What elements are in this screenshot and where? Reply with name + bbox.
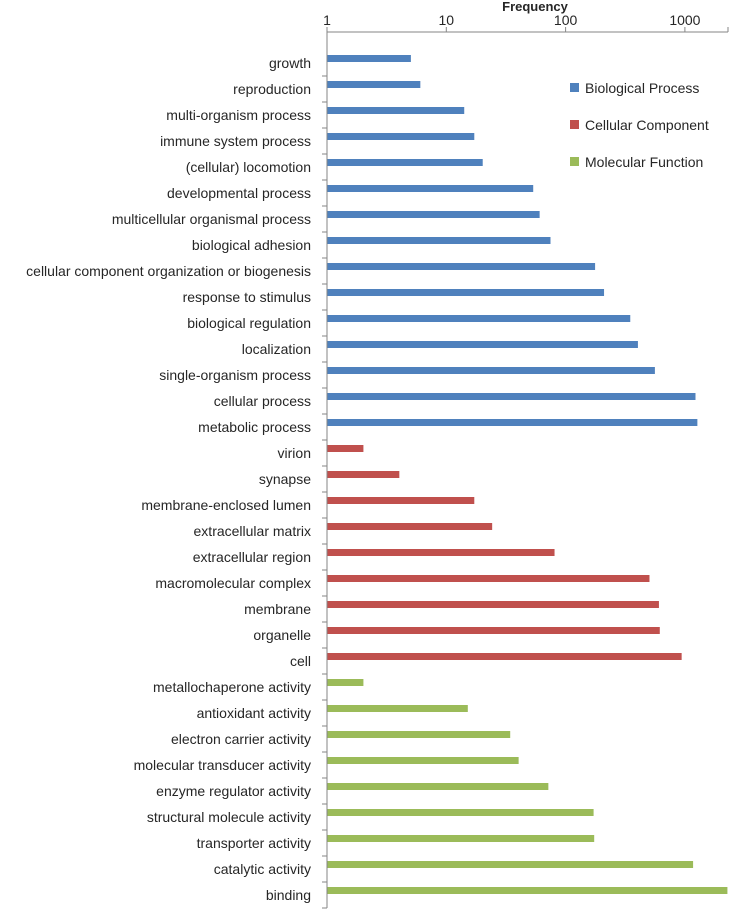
legend-swatch xyxy=(570,157,579,166)
bar xyxy=(327,289,605,296)
category-label: macromolecular complex xyxy=(155,575,311,591)
bar xyxy=(327,393,696,400)
category-label: growth xyxy=(269,55,311,71)
bar xyxy=(327,861,694,868)
bar xyxy=(327,341,638,348)
category-label: antioxidant activity xyxy=(197,705,311,721)
category-label: transporter activity xyxy=(197,835,311,851)
bar xyxy=(327,185,534,192)
category-label: single-organism process xyxy=(159,367,311,383)
category-label: enzyme regulator activity xyxy=(156,783,311,799)
legend-label: Molecular Function xyxy=(585,154,703,170)
bar xyxy=(327,523,493,530)
bar xyxy=(327,367,655,374)
plot-area xyxy=(327,55,728,894)
category-label: virion xyxy=(278,445,311,461)
category-label: cellular process xyxy=(214,393,311,409)
bar xyxy=(327,887,728,894)
x-axis-title: Frequency xyxy=(502,0,569,14)
category-label: reproduction xyxy=(233,81,311,97)
category-label: cellular component organization or bioge… xyxy=(26,263,311,279)
category-label: extracellular region xyxy=(193,549,311,565)
x-tick-label: 1000 xyxy=(669,12,700,28)
category-label: localization xyxy=(242,341,311,357)
bar xyxy=(327,445,364,452)
bar xyxy=(327,471,400,478)
category-label: synapse xyxy=(259,471,311,487)
x-tick-label: 10 xyxy=(439,12,455,28)
bar xyxy=(327,263,596,270)
category-label: membrane-enclosed lumen xyxy=(141,497,311,513)
legend-swatch xyxy=(570,83,579,92)
bar xyxy=(327,757,519,764)
category-label: biological adhesion xyxy=(192,237,311,253)
x-tick-label: 100 xyxy=(554,12,578,28)
category-label: organelle xyxy=(253,627,311,643)
x-axis-ticks: 1 10 100 1000 xyxy=(323,12,729,32)
category-label: structural molecule activity xyxy=(147,809,311,825)
category-label: immune system process xyxy=(160,133,311,149)
category-label: metallochaperone activity xyxy=(153,679,311,695)
bar xyxy=(327,55,411,62)
category-label: membrane xyxy=(244,601,311,617)
category-label: response to stimulus xyxy=(183,289,311,305)
bar xyxy=(327,653,682,660)
legend-label: Cellular Component xyxy=(585,117,709,133)
bar xyxy=(327,497,475,504)
bar xyxy=(327,107,465,114)
bar xyxy=(327,81,421,88)
bar xyxy=(327,133,475,140)
legend-swatch xyxy=(570,120,579,129)
bar xyxy=(327,679,364,686)
legend-label: Biological Process xyxy=(585,80,699,96)
bar xyxy=(327,835,595,842)
bar xyxy=(327,627,660,634)
bar xyxy=(327,731,511,738)
category-label: developmental process xyxy=(167,185,311,201)
bar xyxy=(327,211,540,218)
category-label: multi-organism process xyxy=(166,107,311,123)
category-label: cell xyxy=(290,653,311,669)
category-labels: growth reproduction multi-organism process… xyxy=(26,55,327,909)
legend: Biological Process Cellular Component Mole… xyxy=(570,80,709,170)
bar xyxy=(327,783,549,790)
category-label: molecular transducer activity xyxy=(134,757,311,773)
category-label: binding xyxy=(266,887,311,903)
category-label: multicellular organismal process xyxy=(112,211,311,227)
category-label: (cellular) locomotion xyxy=(186,159,311,175)
bar xyxy=(327,237,551,244)
bar xyxy=(327,809,594,816)
bar xyxy=(327,575,650,582)
bar xyxy=(327,159,483,166)
bar xyxy=(327,315,631,322)
bar xyxy=(327,419,698,426)
bar xyxy=(327,549,555,556)
x-tick-label: 1 xyxy=(323,12,331,28)
category-label: metabolic process xyxy=(198,419,311,435)
category-label: electron carrier activity xyxy=(171,731,311,747)
bar xyxy=(327,705,468,712)
category-label: catalytic activity xyxy=(214,861,311,877)
bar xyxy=(327,601,659,608)
category-label: biological regulation xyxy=(187,315,311,331)
category-label: extracellular matrix xyxy=(194,523,311,539)
